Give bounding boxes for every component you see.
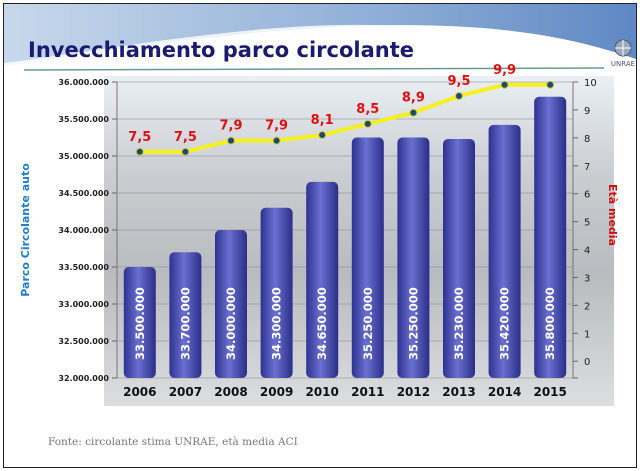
age-marker xyxy=(227,136,235,145)
age-marker xyxy=(500,80,509,89)
age-data-label: 7,9 xyxy=(219,119,242,134)
category-label: 2012 xyxy=(397,385,430,399)
bar-2008 xyxy=(215,230,247,378)
left-axis-title: Parco Circolante auto xyxy=(19,163,32,297)
right-tick-label: 0 xyxy=(584,357,590,368)
right-tick-label: 3 xyxy=(584,273,590,284)
category-label: 2007 xyxy=(169,385,202,399)
age-data-label: 7,5 xyxy=(128,130,151,145)
bar-value-label: 35.250.000 xyxy=(361,287,375,360)
left-tick-label: 33.500.000 xyxy=(58,263,109,272)
slide: Invecchiamento parco circolante UNRAE 32… xyxy=(3,3,637,468)
left-tick-label: 35.500.000 xyxy=(58,115,109,124)
age-marker xyxy=(135,147,144,156)
category-label: 2006 xyxy=(123,385,156,399)
bar-value-label: 33.700.000 xyxy=(178,287,192,360)
bar-value-label: 35.800.000 xyxy=(543,287,557,360)
bar-value-label: 35.230.000 xyxy=(452,287,466,360)
left-tick-label: 33.000.000 xyxy=(58,300,109,309)
left-tick-label: 32.000.000 xyxy=(58,374,109,383)
left-tick-label: 32.500.000 xyxy=(58,337,109,346)
bar-2010 xyxy=(306,181,339,378)
left-tick-label: 34.000.000 xyxy=(58,226,109,235)
source-note: Fonte: circolante stima UNRAE, età media… xyxy=(48,436,298,448)
category-label: 2009 xyxy=(260,385,293,399)
bar-value-label: 34.000.000 xyxy=(224,287,238,360)
bar-2013 xyxy=(443,138,475,378)
bar-2014 xyxy=(488,124,521,378)
globe-icon xyxy=(614,39,632,57)
age-marker xyxy=(546,80,555,89)
category-label: 2010 xyxy=(305,385,338,399)
age-data-label: 7,5 xyxy=(174,130,197,145)
right-tick-label: 4 xyxy=(584,246,590,257)
logo-text: UNRAE xyxy=(610,60,636,68)
right-tick-label: 8 xyxy=(584,134,590,145)
right-tick-label: 10 xyxy=(584,78,597,89)
right-tick-label: 2 xyxy=(584,301,590,312)
right-tick-label: 9 xyxy=(584,106,590,117)
chart: 32.000.000 32.500.000 33.000.000 33.500.000… xyxy=(19,63,619,399)
category-label: 2008 xyxy=(214,385,247,399)
left-tick-label: 35.000.000 xyxy=(58,152,109,161)
age-data-label: 9,5 xyxy=(447,74,470,89)
left-tick-label: 34.500.000 xyxy=(58,189,109,198)
age-data-label: 8,1 xyxy=(311,113,334,128)
age-data-label: 7,9 xyxy=(265,119,288,134)
age-data-label: 8,9 xyxy=(402,91,425,106)
slide-title: Invecchiamento parco circolante xyxy=(28,38,414,62)
bar-value-label: 34.650.000 xyxy=(315,287,329,360)
age-marker xyxy=(409,108,418,117)
category-label: 2014 xyxy=(488,385,521,399)
left-tick-label: 36.000.000 xyxy=(58,78,109,87)
right-tick-label: 1 xyxy=(584,329,590,340)
age-marker xyxy=(363,119,372,128)
category-label: 2015 xyxy=(533,385,566,399)
right-tick-label: 5 xyxy=(584,218,590,229)
age-data-label: 9,9 xyxy=(493,63,516,78)
right-tick-label: 6 xyxy=(584,190,590,201)
bar-2015 xyxy=(534,96,567,379)
age-line xyxy=(139,82,551,154)
bar-value-label: 35.250.000 xyxy=(406,287,420,360)
age-marker xyxy=(181,147,190,156)
right-axis-title: Età media xyxy=(606,184,619,246)
age-data-label: 8,5 xyxy=(356,102,379,117)
category-label: 2013 xyxy=(442,385,475,399)
bar-value-label: 35.420.000 xyxy=(498,287,512,360)
age-marker xyxy=(455,91,463,100)
bar-2006 xyxy=(123,267,156,378)
bar-2012 xyxy=(397,137,430,378)
unrae-logo: UNRAE xyxy=(609,38,636,68)
category-label: 2011 xyxy=(351,385,384,399)
right-tick-label: 7 xyxy=(584,162,590,173)
bar-value-label: 34.300.000 xyxy=(270,287,284,360)
age-marker xyxy=(318,131,327,140)
bar-2009 xyxy=(260,207,293,378)
bar-value-label: 33.500.000 xyxy=(133,287,147,360)
bar-2011 xyxy=(351,137,384,378)
age-marker xyxy=(272,136,281,145)
bar-2007 xyxy=(169,252,202,378)
